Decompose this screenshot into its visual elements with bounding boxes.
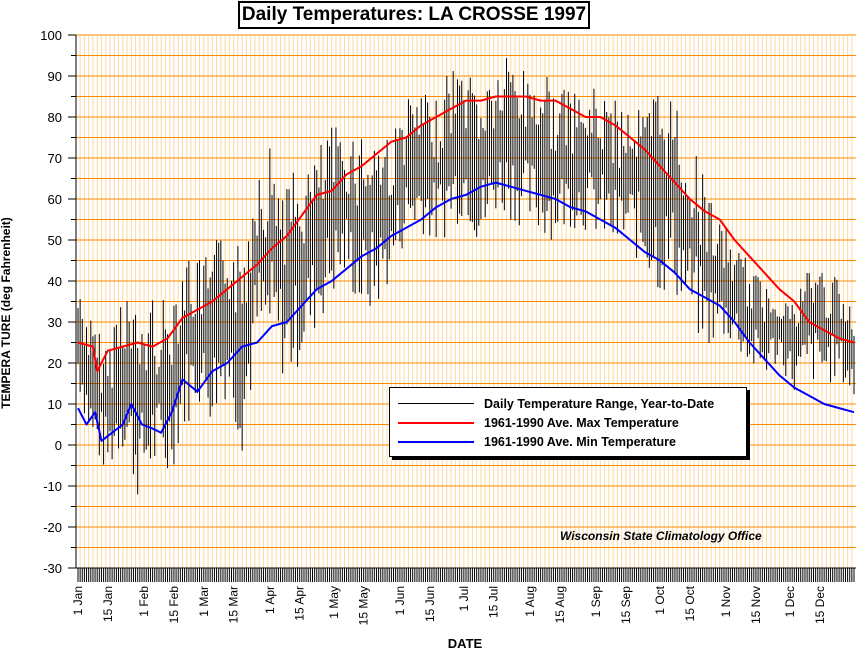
y-tick-label: -20 <box>43 520 62 535</box>
x-tick-label: 15 Oct <box>683 585 697 621</box>
ave-min-line <box>77 181 855 442</box>
x-tick-label: 15 Mar <box>227 586 241 623</box>
x-tick-label: 15 Jun <box>423 586 437 622</box>
x-tick-label: 15 Dec <box>813 586 827 624</box>
legend-item-min: 1961-1990 Ave. Min Temperature <box>398 432 738 451</box>
y-tick-label: 40 <box>48 274 62 289</box>
x-tick-label: 1 Apr <box>263 586 277 614</box>
y-tick-label: 90 <box>48 69 62 84</box>
x-tick-label: 1 Sep <box>589 586 603 618</box>
y-tick-label: -10 <box>43 479 62 494</box>
x-tick-label: 1 Aug <box>523 586 537 617</box>
x-tick-label: 15 Feb <box>167 586 181 624</box>
x-tick-label: 1 Jun <box>393 586 407 615</box>
x-tick-label: 15 Sep <box>619 586 633 624</box>
x-tick-label: 1 May <box>327 586 341 619</box>
y-axis-label: TEMPERA TURE (deg Fahrenheit) <box>0 217 13 409</box>
x-tick-label: 1 Jan <box>71 586 85 615</box>
x-tick-label: 15 Jan <box>101 586 115 622</box>
y-tick-label: 20 <box>48 356 62 371</box>
y-tick-label: 80 <box>48 110 62 125</box>
x-tick-label: 1 Nov <box>719 586 733 617</box>
legend: Daily Temperature Range, Year-to-Date 19… <box>389 387 747 457</box>
legend-swatch-range <box>398 403 474 404</box>
x-tick-label: 1 Mar <box>197 586 211 617</box>
y-tick-label: 70 <box>48 151 62 166</box>
ave-max-line <box>77 95 855 373</box>
x-tick-label: 1 Dec <box>783 586 797 617</box>
y-tick-label: 50 <box>48 233 62 248</box>
y-tick-label: 30 <box>48 315 62 330</box>
x-tick-label: 1 Oct <box>653 585 667 614</box>
ave-max-series <box>77 95 855 373</box>
y-tick-label: 100 <box>40 28 62 43</box>
x-tick-label: 1 Jul <box>457 586 471 611</box>
ave-min-series <box>77 181 855 442</box>
legend-item-max: 1961-1990 Ave. Max Temperature <box>398 413 738 432</box>
legend-label-min: 1961-1990 Ave. Min Temperature <box>484 434 676 449</box>
x-tick-label: 15 Apr <box>293 586 307 621</box>
x-tick-label: 15 Nov <box>749 586 763 624</box>
legend-item-range: Daily Temperature Range, Year-to-Date <box>398 394 738 413</box>
x-tick-label: 15 May <box>357 586 371 625</box>
x-axis-label: DATE <box>447 636 483 651</box>
axes: -30 -20 -10 0 10 20 30 40 50 60 70 80 90 100 1 Jan 15 J… <box>40 28 856 625</box>
x-tick-label: 15 Jul <box>487 586 501 618</box>
legend-label-max: 1961-1990 Ave. Max Temperature <box>484 415 679 430</box>
y-tick-label: 10 <box>48 397 62 412</box>
legend-swatch-min <box>398 440 474 443</box>
y-tick-label: 60 <box>48 192 62 207</box>
y-tick-label: -30 <box>43 561 62 576</box>
y-tick-label: 0 <box>55 438 62 453</box>
source-credit: Wisconsin State Climatology Office <box>560 529 762 543</box>
legend-swatch-max <box>398 421 474 424</box>
x-tick-label: 1 Feb <box>137 586 151 617</box>
chart-title: Daily Temperatures: LA CROSSE 1997 <box>238 1 590 29</box>
legend-label-range: Daily Temperature Range, Year-to-Date <box>484 396 715 411</box>
temperature-range-series <box>77 58 855 495</box>
x-tick-label: 15 Aug <box>553 586 567 623</box>
